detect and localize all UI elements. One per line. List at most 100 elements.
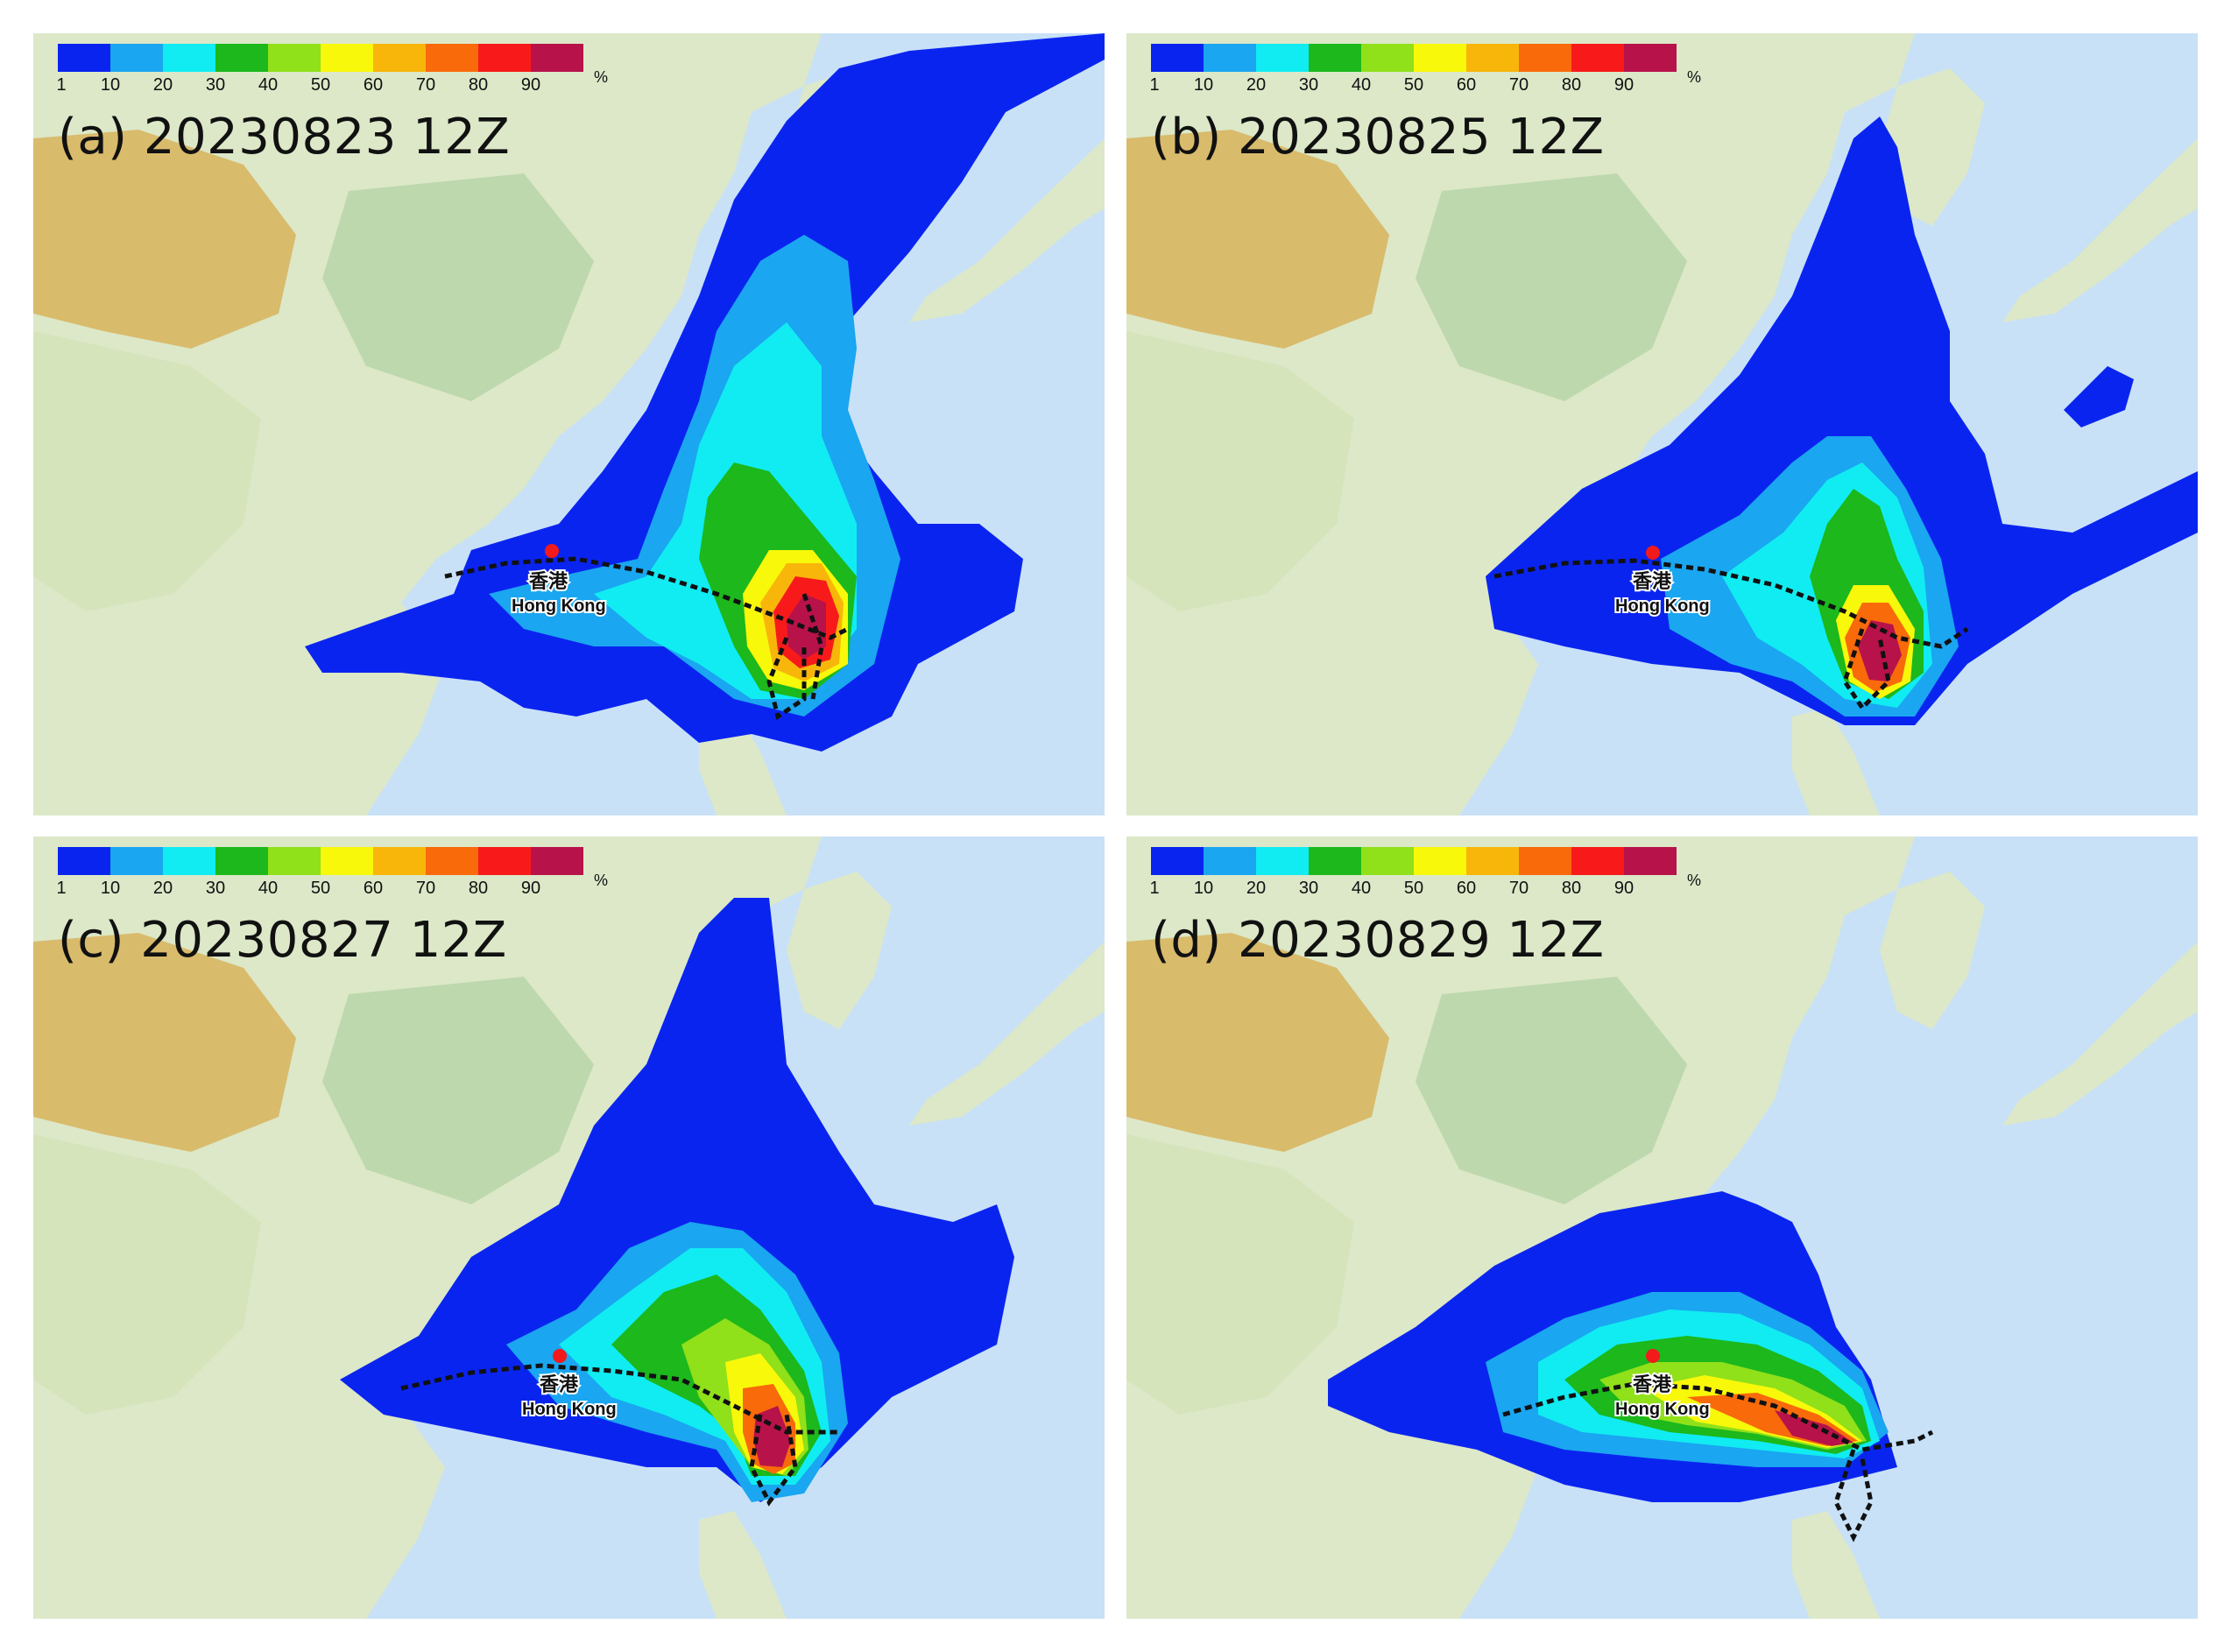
colorbar-tick-label: 10 [100, 75, 121, 95]
colorbar-cell [426, 847, 478, 875]
philippines [1792, 708, 1880, 815]
colorbar-cell [1466, 44, 1519, 72]
japan [909, 138, 1105, 322]
probability-shading-b [1486, 116, 2198, 725]
colorbar-cells [58, 847, 583, 875]
colorbar-tick-label: 1 [56, 879, 67, 898]
colorbar-tick-label: 40 [258, 75, 279, 95]
colorbar-tick-label: 1 [1149, 879, 1160, 898]
korea [1880, 68, 1985, 226]
plateau [33, 130, 296, 349]
colorbar-cell [163, 44, 215, 72]
colorbar-tick-label: 70 [1508, 75, 1529, 95]
korea [787, 872, 892, 1029]
colorbar-tick-label: 80 [1561, 879, 1582, 898]
panel-a: 香港 Hong Kong 1 10 20 30 40 50 60 70 80 90% (a) 20… [33, 33, 1105, 815]
colorbar-tick-label: 80 [468, 75, 489, 95]
colorbar-tick-label: 60 [363, 879, 384, 898]
colorbar-tick-label: 30 [205, 879, 226, 898]
colorbar-cell [1361, 44, 1414, 72]
map-a: 香港 Hong Kong [33, 33, 1105, 815]
colorbar-tick-label: 10 [100, 879, 121, 898]
colorbar-tick-label: 50 [1403, 879, 1424, 898]
colorbar-cell [426, 44, 478, 72]
colorbar-cells [58, 44, 583, 72]
colorbar-tick-label: 20 [1246, 75, 1267, 95]
map-b: 香港 Hong Kong [1126, 33, 2198, 815]
colorbar-tick-label: 40 [1351, 879, 1372, 898]
hk-marker-c [553, 1349, 567, 1363]
colorbar-cell [1256, 44, 1309, 72]
hk-label-zh-a: 香港 [529, 571, 568, 593]
probability-shading-a [305, 33, 1105, 752]
lowland-green [1416, 977, 1687, 1204]
colorbar-cell [1309, 44, 1361, 72]
colorbar-cell [321, 847, 373, 875]
colorbar-cell [58, 44, 110, 72]
lowland-green [1416, 173, 1687, 401]
colorbar-unit: % [594, 872, 609, 889]
highland [33, 331, 261, 611]
basemap [1126, 33, 2198, 815]
hk-label-en-d: Hong Kong [1615, 1400, 1710, 1419]
colorbar-cell [1519, 44, 1571, 72]
colorbar-tick-label: 60 [1456, 879, 1477, 898]
colorbar-cell [268, 847, 321, 875]
colorbar-a: 1 10 20 30 40 50 60 70 80 90% [56, 44, 608, 96]
colorbar-cell [373, 44, 426, 72]
map-c: 香港 Hong Kong [33, 837, 1105, 1619]
colorbar-cell [163, 847, 215, 875]
philippines [699, 1511, 787, 1619]
colorbar-tick-label: 40 [1351, 75, 1372, 95]
colorbar-tick-label: 50 [1403, 75, 1424, 95]
colorbar-cell [1414, 44, 1466, 72]
colorbar-b: 1 10 20 30 40 50 60 70 80 90% [1149, 44, 1701, 96]
colorbar-cell [1204, 44, 1256, 72]
colorbar-cell [110, 44, 163, 72]
colorbar-c: 1 10 20 30 40 50 60 70 80 90% [56, 847, 608, 900]
lowland-green [322, 173, 594, 401]
hk-label-zh-b: 香港 [1633, 571, 1672, 593]
colorbar-tick-label: 90 [1613, 879, 1635, 898]
colorbar-tick-label: 90 [520, 879, 541, 898]
japan [2002, 942, 2198, 1126]
plateau [33, 933, 296, 1152]
colorbar-cells [1151, 847, 1677, 875]
panel-title-c: (c) 20230827 12Z [58, 912, 507, 969]
panel-c: 香港 Hong Kong 1 10 20 30 40 50 60 70 80 90% (c) 20… [33, 837, 1105, 1619]
colorbar-tick-label: 1 [56, 75, 67, 95]
colorbar-tick-label: 60 [1456, 75, 1477, 95]
colorbar-tick-label: 70 [415, 879, 436, 898]
ensemble-tracks-b [1493, 558, 1969, 711]
colorbar-cell [1571, 847, 1624, 875]
hk-label-zh-d: 香港 [1633, 1374, 1672, 1396]
panel-title-b: (b) 20230825 12Z [1151, 109, 1605, 166]
colorbar-tick-label: 1 [1149, 75, 1160, 95]
colorbar-cell [1624, 847, 1677, 875]
philippines [1792, 1511, 1880, 1619]
colorbar-d: 1 10 20 30 40 50 60 70 80 90% [1149, 847, 1701, 900]
colorbar-tick-label: 80 [1561, 75, 1582, 95]
lowland-green [322, 977, 594, 1204]
colorbar-cell [215, 44, 268, 72]
colorbar-cells [1151, 44, 1677, 72]
colorbar-cell [478, 847, 531, 875]
colorbar-cell [531, 44, 583, 72]
colorbar-tick-label: 70 [415, 75, 436, 95]
korea [1880, 872, 1985, 1029]
colorbar-tick-label: 50 [310, 75, 331, 95]
map-d: 香港 Hong Kong [1126, 837, 2198, 1619]
colorbar-unit: % [1687, 872, 1702, 889]
panel-title-a: (a) 20230823 12Z [58, 109, 511, 166]
highland [33, 1134, 261, 1415]
highland [1126, 1134, 1354, 1415]
colorbar-cell [1204, 847, 1256, 875]
colorbar-cell [1151, 847, 1204, 875]
colorbar-cell [1256, 847, 1309, 875]
colorbar-unit: % [1687, 68, 1702, 86]
colorbar-tick-label: 30 [205, 75, 226, 95]
colorbar-tick-label: 60 [363, 75, 384, 95]
colorbar-tick-label: 70 [1508, 879, 1529, 898]
colorbar-tick-label: 30 [1298, 879, 1319, 898]
ensemble-tracks-a [444, 556, 850, 721]
